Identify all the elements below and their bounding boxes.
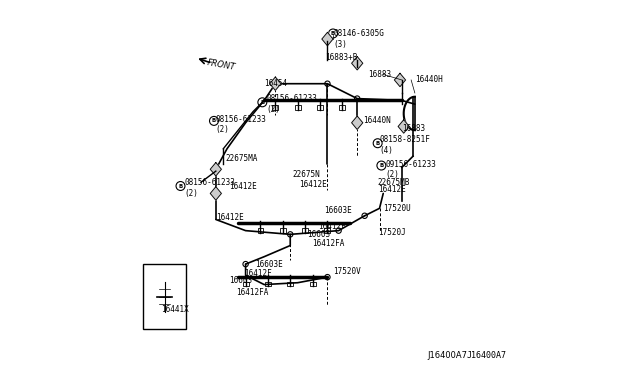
Text: 16412FA: 16412FA [236,288,269,296]
Text: B: B [376,141,380,146]
Text: 17520J: 17520J [378,228,405,237]
Text: 16412E: 16412E [216,213,244,222]
Text: 16412F: 16412F [318,222,346,231]
Text: 16412FA: 16412FA [312,239,345,248]
Polygon shape [211,187,221,200]
Text: 16603: 16603 [307,230,330,239]
Text: 16454: 16454 [264,79,287,88]
Text: J16400A7: J16400A7 [467,351,507,360]
Text: 22675MA: 22675MA [225,154,257,163]
Polygon shape [270,77,281,90]
Text: 17520V: 17520V [333,267,361,276]
Bar [243,282,248,286]
Polygon shape [394,73,406,87]
Text: 16412E: 16412E [378,185,405,194]
Text: 16412E: 16412E [229,182,257,190]
Text: 16440N: 16440N [363,116,390,125]
Text: 16412E: 16412E [300,180,327,189]
Text: 16412F: 16412F [244,269,271,278]
Bar [310,282,316,286]
Text: 08156-61233
(2): 08156-61233 (2) [216,115,267,134]
Text: 22675MB: 22675MB [378,178,410,187]
Text: B: B [260,100,264,105]
Text: 16441X: 16441X [161,305,189,314]
Text: 09156-61233
(2): 09156-61233 (2) [385,160,436,179]
Text: FRONT: FRONT [207,58,236,72]
Bar [324,228,330,232]
Bar [302,228,308,232]
Bar [265,282,271,286]
Circle shape [209,116,218,125]
Polygon shape [351,116,363,129]
Text: 16603: 16603 [229,276,252,285]
Circle shape [176,182,185,190]
Polygon shape [211,163,221,176]
Bar [257,228,264,232]
Text: B: B [212,118,216,124]
Text: 08156-61233
(2): 08156-61233 (2) [266,94,317,114]
Text: 08146-6305G
(3): 08146-6305G (3) [333,29,384,49]
Polygon shape [351,57,363,70]
Text: 16603E: 16603E [324,206,351,215]
Text: B: B [380,163,383,168]
Text: 17520U: 17520U [383,204,411,213]
Bar [280,228,286,232]
Bar [317,105,323,110]
Text: 16883+B: 16883+B [326,53,358,62]
Bar [294,105,301,110]
Text: 16603E: 16603E [255,260,283,269]
Bar [339,105,346,110]
Text: B: B [179,183,182,189]
Bar [287,282,293,286]
Text: J16400A7: J16400A7 [427,351,467,360]
Circle shape [377,161,386,170]
Text: 08158-8251F
(4): 08158-8251F (4) [380,135,430,155]
Text: 16883: 16883 [369,70,392,79]
Circle shape [373,139,382,148]
Text: 08156-61233
(2): 08156-61233 (2) [184,178,235,198]
Text: B: B [331,31,335,36]
Text: 16883: 16883 [402,124,425,133]
Bar [273,105,278,110]
Circle shape [258,98,267,107]
Text: 22675N: 22675N [292,170,320,179]
Circle shape [328,29,337,38]
Bar [143,264,186,329]
Polygon shape [322,32,333,46]
Polygon shape [398,120,410,133]
Text: 16440H: 16440H [415,76,443,84]
